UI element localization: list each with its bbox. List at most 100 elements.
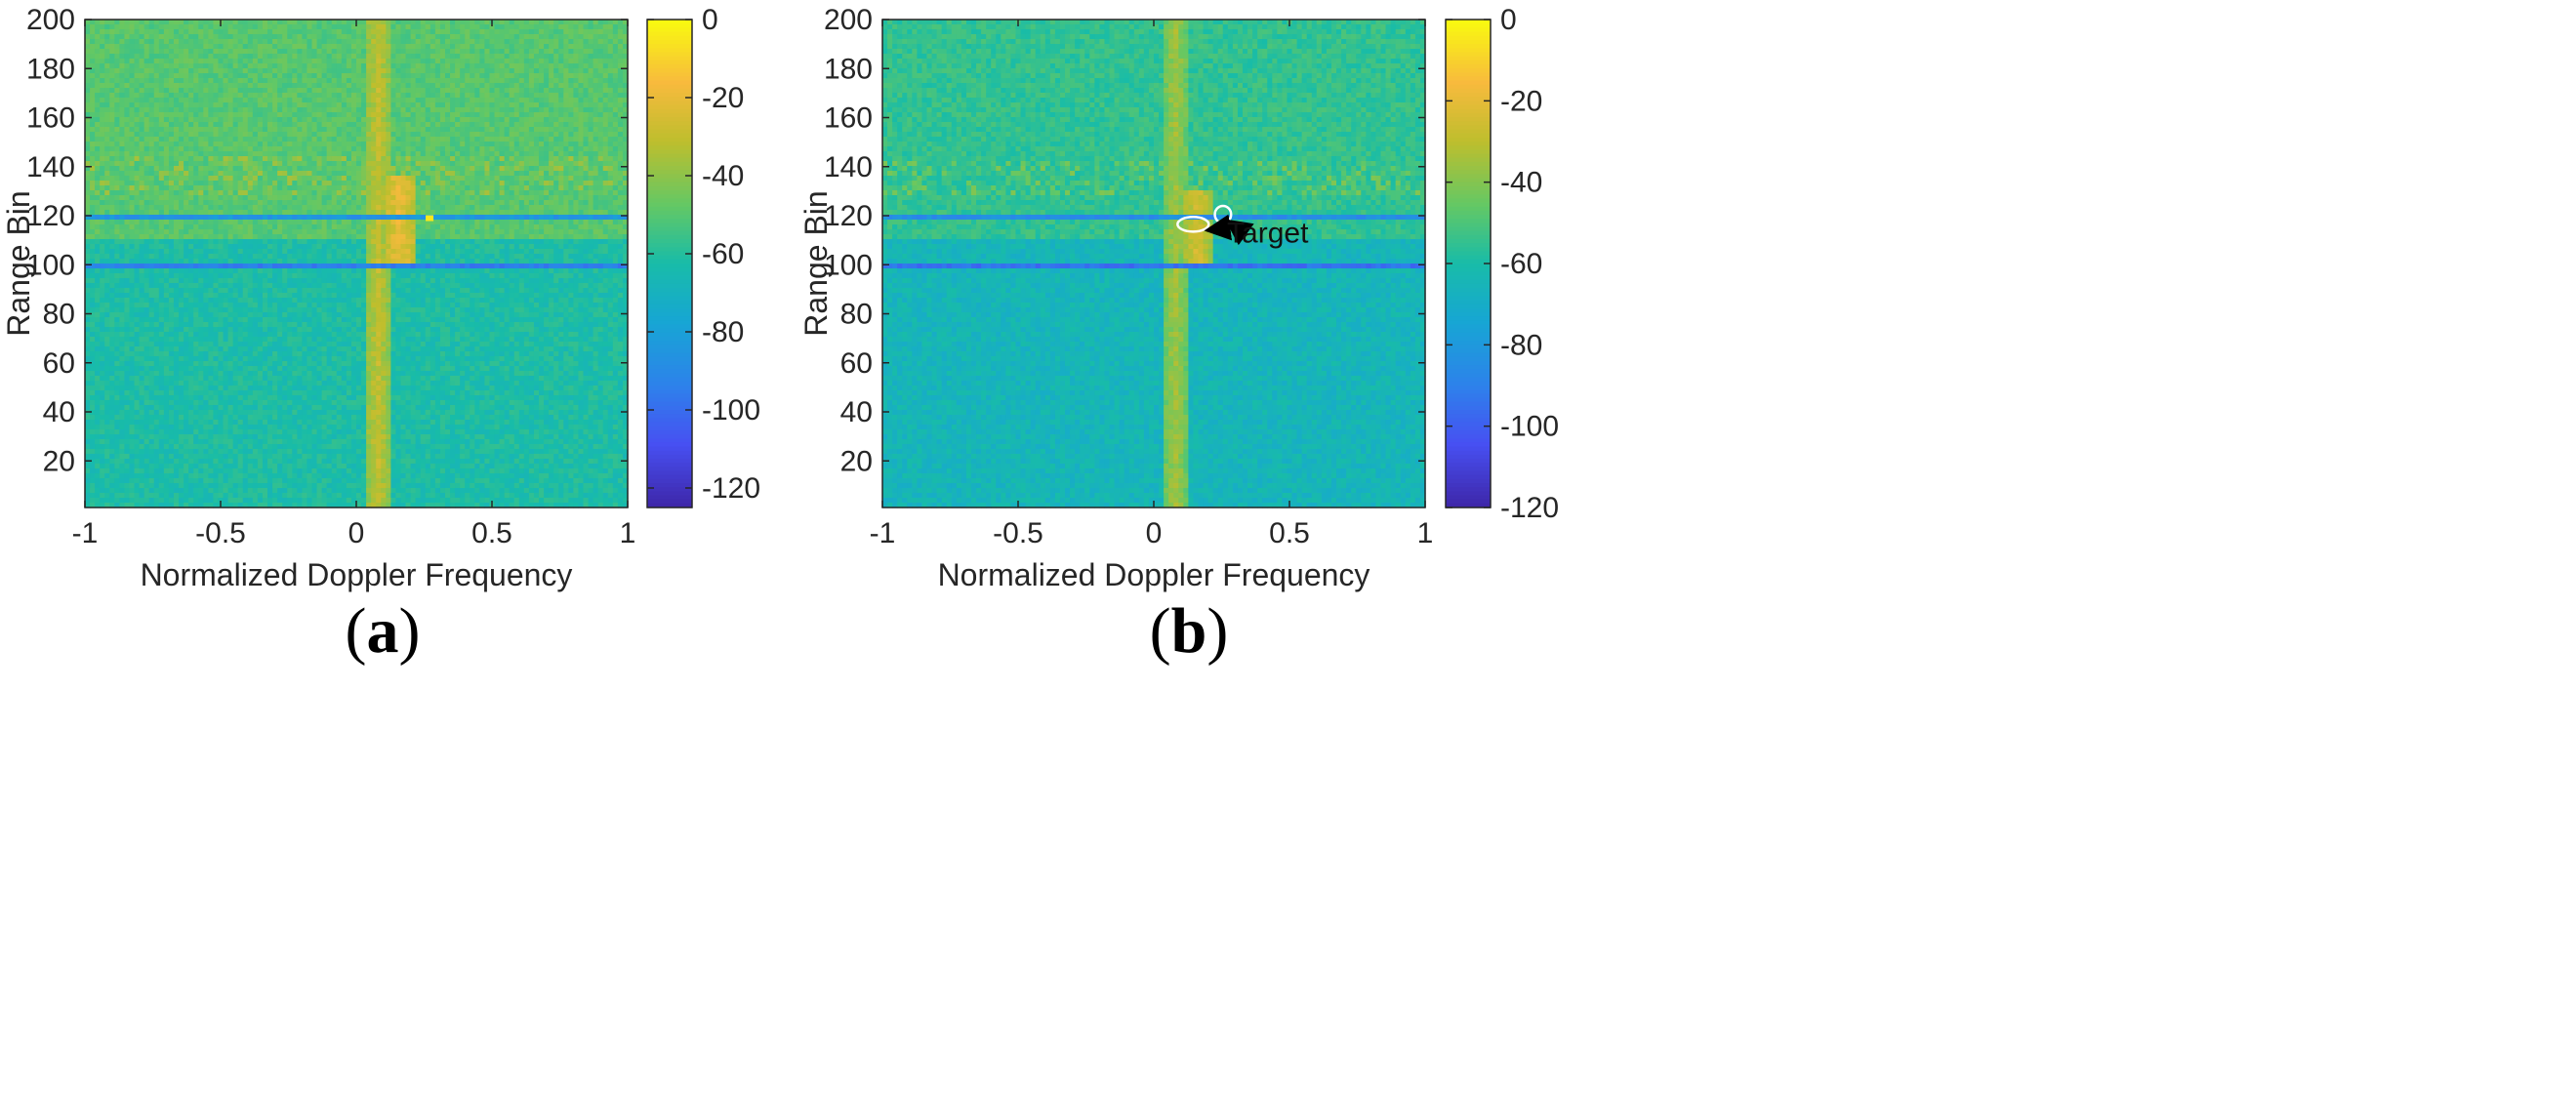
heatmap-cell: [450, 34, 456, 40]
heatmap-cell: [415, 200, 422, 206]
heatmap-cell: [381, 146, 387, 152]
heatmap-cell: [218, 68, 225, 74]
heatmap-cell: [381, 224, 387, 230]
heatmap-cell: [124, 161, 131, 167]
heatmap-cell: [193, 117, 199, 123]
heatmap-cell: [95, 34, 101, 40]
heatmap-cell: [381, 229, 387, 235]
heatmap-cell: [336, 44, 343, 50]
heatmap-cell: [213, 195, 220, 201]
heatmap-cell: [311, 63, 318, 69]
heatmap-cell: [553, 200, 559, 206]
heatmap-cell: [158, 185, 165, 191]
heatmap-cell: [232, 122, 239, 128]
heatmap-cell: [558, 88, 564, 94]
heatmap-cell: [173, 112, 180, 118]
heatmap-cell: [415, 166, 422, 172]
heatmap-cell: [232, 102, 239, 108]
heatmap-cell: [257, 112, 264, 118]
heatmap-cell: [158, 156, 165, 162]
heatmap-cell: [578, 224, 585, 230]
heatmap-cell: [297, 151, 303, 157]
heatmap-cell: [143, 190, 150, 196]
heatmap-cell: [509, 215, 515, 221]
heatmap-cell: [179, 98, 184, 103]
heatmap-cell: [371, 166, 377, 172]
heatmap-cell: [381, 156, 387, 162]
heatmap-cell: [85, 44, 91, 50]
heatmap-cell: [588, 39, 594, 45]
heatmap-cell: [410, 137, 417, 142]
heatmap-cell: [583, 200, 590, 206]
heatmap-cell: [602, 24, 609, 30]
heatmap-cell: [346, 166, 352, 172]
heatmap-cell: [173, 39, 180, 45]
heatmap-cell: [429, 234, 436, 240]
heatmap-cell: [95, 161, 101, 167]
heatmap-cell: [376, 137, 382, 142]
heatmap-cell: [361, 132, 367, 138]
heatmap-cell: [474, 224, 480, 230]
heatmap-cell: [311, 151, 318, 157]
heatmap-cell: [208, 215, 215, 221]
heatmap-cell: [208, 63, 215, 69]
heatmap-cell: [139, 137, 145, 142]
heatmap-cell: [247, 73, 254, 79]
heatmap-cell: [331, 39, 338, 45]
heatmap-cell: [420, 44, 427, 50]
heatmap-cell: [578, 185, 585, 191]
heatmap-cell: [371, 200, 377, 206]
heatmap-cell: [523, 205, 530, 211]
heatmap-cell: [400, 59, 407, 64]
heatmap-cell: [223, 20, 229, 25]
heatmap-cell: [504, 185, 511, 191]
heatmap-cell: [390, 176, 397, 182]
heatmap-cell: [316, 137, 323, 142]
heatmap-cell: [124, 63, 131, 69]
heatmap-cell: [331, 156, 338, 162]
heatmap-cell: [617, 151, 624, 157]
heatmap-cell: [439, 20, 446, 25]
heatmap-cell: [597, 63, 604, 69]
heatmap-cell: [617, 93, 624, 99]
heatmap-cell: [434, 234, 441, 240]
heatmap-cell: [173, 68, 180, 74]
heatmap-cell: [267, 112, 273, 118]
heatmap-cell: [420, 88, 427, 94]
heatmap-cell: [287, 146, 293, 152]
heatmap-cell: [549, 166, 554, 172]
heatmap-cell: [198, 229, 204, 235]
heatmap-cell: [410, 181, 417, 186]
heatmap-cell: [153, 102, 160, 108]
heatmap-cell: [321, 88, 328, 94]
heatmap-cell: [272, 68, 278, 74]
heatmap-cell: [292, 34, 298, 40]
heatmap-cell: [470, 215, 475, 221]
heatmap-cell: [287, 161, 293, 167]
heatmap-cell: [282, 73, 288, 79]
heatmap-cell: [528, 122, 535, 128]
heatmap-cell: [336, 210, 343, 216]
heatmap-cell: [444, 93, 451, 99]
heatmap-cell: [558, 146, 564, 152]
heatmap-cell: [129, 185, 136, 191]
heatmap-cell: [622, 142, 629, 147]
heatmap-cell: [247, 190, 254, 196]
heatmap-cell: [593, 171, 599, 177]
heatmap-cell: [267, 49, 273, 55]
heatmap-cell: [376, 127, 382, 133]
heatmap-cell: [366, 20, 372, 25]
heatmap-cell: [518, 185, 525, 191]
heatmap-cell: [153, 63, 160, 69]
heatmap-cell: [499, 176, 506, 182]
heatmap-cell: [558, 220, 564, 225]
heatmap-cell: [213, 117, 220, 123]
heatmap-cell: [227, 132, 234, 138]
heatmap-cell: [129, 24, 136, 30]
heatmap-cell: [429, 127, 436, 133]
heatmap-cell: [376, 49, 382, 55]
heatmap-cell: [499, 190, 506, 196]
heatmap-cell: [617, 59, 624, 64]
heatmap-cell: [479, 44, 486, 50]
heatmap-cell: [326, 176, 333, 182]
